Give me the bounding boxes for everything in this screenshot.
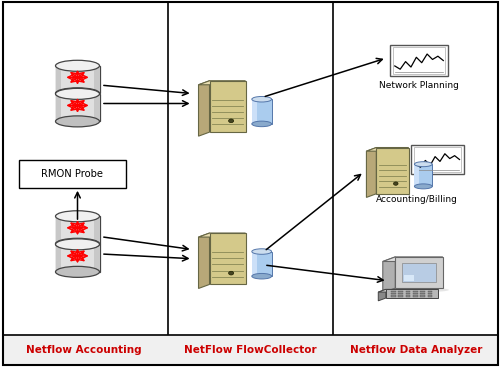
Ellipse shape: [56, 88, 100, 99]
Bar: [19, 160, 126, 188]
Bar: [406, 295, 410, 297]
Ellipse shape: [252, 273, 272, 279]
Text: Accounting/Billing: Accounting/Billing: [376, 195, 457, 204]
Bar: [414, 164, 432, 186]
Ellipse shape: [414, 162, 432, 167]
Ellipse shape: [56, 266, 100, 277]
Bar: [390, 45, 448, 76]
Bar: [386, 289, 438, 298]
Bar: [427, 291, 432, 292]
Bar: [404, 275, 414, 281]
Circle shape: [228, 119, 233, 123]
Polygon shape: [198, 233, 209, 288]
Bar: [56, 244, 100, 272]
Polygon shape: [383, 257, 395, 293]
Bar: [94, 216, 100, 244]
Bar: [414, 148, 461, 172]
Polygon shape: [366, 148, 409, 151]
Bar: [56, 244, 61, 272]
Bar: [406, 291, 410, 292]
Bar: [56, 66, 100, 93]
Ellipse shape: [252, 249, 272, 254]
Ellipse shape: [56, 239, 100, 250]
Bar: [398, 291, 403, 292]
Bar: [398, 295, 403, 297]
Ellipse shape: [56, 60, 100, 71]
Ellipse shape: [56, 88, 100, 99]
Bar: [414, 164, 419, 186]
Bar: [252, 251, 272, 276]
Bar: [94, 94, 100, 121]
Bar: [406, 293, 410, 294]
Bar: [427, 295, 432, 297]
Bar: [94, 244, 100, 272]
Text: RMON Probe: RMON Probe: [41, 169, 103, 179]
Bar: [413, 291, 418, 292]
Ellipse shape: [56, 211, 100, 222]
Bar: [420, 295, 425, 297]
Bar: [209, 81, 245, 132]
Ellipse shape: [252, 121, 272, 127]
Ellipse shape: [56, 116, 100, 127]
Bar: [402, 262, 436, 282]
Bar: [56, 66, 61, 93]
Text: Netflow Accounting: Netflow Accounting: [26, 345, 142, 355]
Bar: [413, 293, 418, 294]
Polygon shape: [198, 233, 245, 237]
Bar: [413, 295, 418, 297]
Bar: [395, 257, 443, 288]
Bar: [209, 233, 245, 284]
Text: Network Planning: Network Planning: [379, 81, 459, 90]
Bar: [391, 293, 396, 294]
Bar: [56, 216, 100, 244]
Circle shape: [228, 271, 233, 275]
Polygon shape: [366, 148, 376, 197]
Polygon shape: [378, 289, 386, 301]
Ellipse shape: [397, 288, 449, 292]
Bar: [94, 66, 100, 93]
Text: Netflow Data Analyzer: Netflow Data Analyzer: [350, 345, 482, 355]
Bar: [393, 47, 445, 74]
Polygon shape: [198, 81, 245, 85]
Bar: [56, 94, 100, 121]
Polygon shape: [378, 289, 438, 292]
Circle shape: [393, 182, 398, 185]
Bar: [420, 291, 425, 292]
Bar: [391, 295, 396, 297]
Text: NetFlow FlowCollector: NetFlow FlowCollector: [184, 345, 316, 355]
Ellipse shape: [252, 97, 272, 102]
Bar: [376, 148, 409, 194]
Bar: [252, 99, 272, 124]
Ellipse shape: [56, 238, 100, 249]
Polygon shape: [198, 81, 209, 136]
Bar: [427, 293, 432, 294]
Bar: [411, 145, 464, 174]
Bar: [391, 291, 396, 292]
Bar: [420, 293, 425, 294]
Bar: [252, 251, 257, 276]
Ellipse shape: [414, 184, 432, 189]
Bar: [398, 293, 403, 294]
Bar: [56, 216, 61, 244]
Bar: [3, 335, 497, 365]
Bar: [56, 94, 61, 121]
Polygon shape: [383, 257, 443, 261]
Bar: [252, 99, 257, 124]
